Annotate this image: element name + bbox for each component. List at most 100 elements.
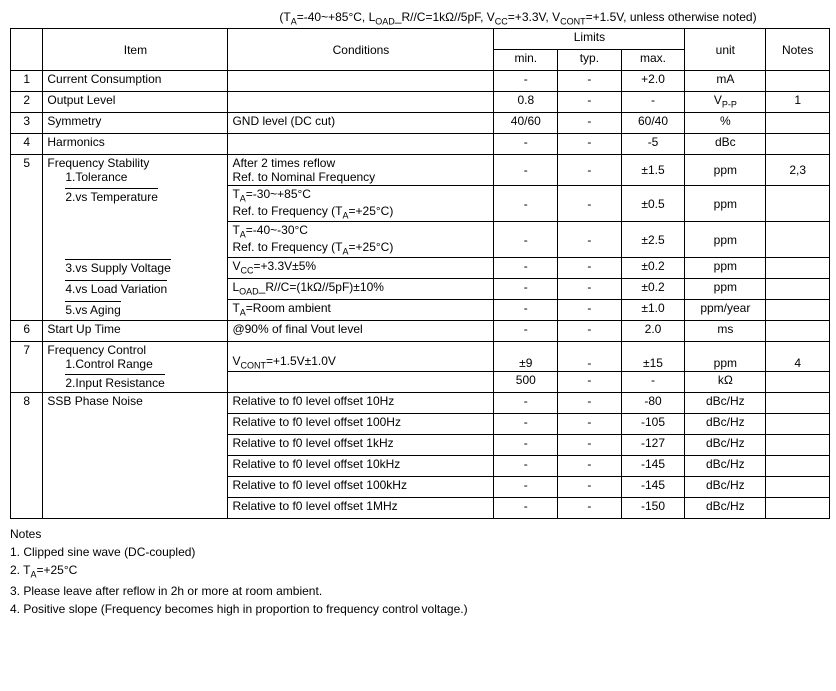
cell-cond: Relative to f0 level offset 1MHz	[228, 498, 494, 519]
cell-typ: -	[558, 155, 622, 186]
cell-min: -	[494, 393, 558, 414]
row-title: Frequency Stability 1.Tolerance	[43, 155, 228, 186]
table-row: 1Current Consumption--+2.0mA	[11, 71, 830, 92]
row-7-sub2: 2.Input Resistance 500 - - kΩ	[11, 372, 830, 393]
cell-typ: -	[558, 134, 622, 155]
cell-notes: 2,3	[766, 155, 830, 186]
col-max: max.	[621, 50, 685, 71]
cell-notes	[766, 393, 830, 414]
cell-notes	[766, 320, 830, 341]
row-5-sub5: 5.vs Aging TA=Room ambient - - ±1.0 ppm/…	[11, 299, 830, 320]
cell-max: +2.0	[621, 71, 685, 92]
cell-notes	[766, 435, 830, 456]
cell-unit: ppm	[685, 257, 766, 278]
cell-typ: -	[558, 299, 622, 320]
cell-unit: ppm	[685, 222, 766, 258]
cell-cond: GND level (DC cut)	[228, 113, 494, 134]
cell-unit: mA	[685, 71, 766, 92]
cell-cond: Relative to f0 level offset 100kHz	[228, 477, 494, 498]
sub-label: 1.Tolerance	[47, 170, 127, 184]
cell-item: 2.vs Temperature	[43, 186, 228, 258]
cell-max: 60/40	[621, 113, 685, 134]
col-min: min.	[494, 50, 558, 71]
cell-typ: -	[558, 456, 622, 477]
cell-unit: ppm	[685, 155, 766, 186]
cell-min: -	[494, 257, 558, 278]
sub-label: 1.Control Range	[47, 357, 152, 371]
sub-label: 2.Input Resistance	[65, 374, 164, 390]
cell-typ: -	[558, 92, 622, 113]
cell-typ: -	[558, 186, 622, 222]
cell-cond: LOAD_R//C=(1kΩ//5pF)±10%	[228, 278, 494, 299]
note-line: 1. Clipped sine wave (DC-coupled)	[10, 545, 836, 559]
cell-unit: dBc/Hz	[685, 435, 766, 456]
cell-min: -	[494, 320, 558, 341]
cell-typ: -	[558, 113, 622, 134]
cell-cond: TA=Room ambient	[228, 299, 494, 320]
cell-notes	[766, 186, 830, 222]
cell-notes	[766, 456, 830, 477]
cell-notes	[766, 257, 830, 278]
sub-label: 2.vs Temperature	[65, 188, 158, 204]
row-idx: 8	[11, 393, 43, 519]
cell-min: 500	[494, 372, 558, 393]
cell-max: ±0.5	[621, 186, 685, 222]
cell-min: -	[494, 498, 558, 519]
cell-notes: 4	[766, 341, 830, 372]
cell-unit: ppm/year	[685, 299, 766, 320]
col-unit: unit	[685, 29, 766, 71]
notes-title: Notes	[10, 527, 836, 541]
cell-cond: TA=-40~-30°CRef. to Frequency (TA=+25°C)	[228, 222, 494, 258]
cell-max: -127	[621, 435, 685, 456]
cell-notes	[766, 414, 830, 435]
cell-max: -5	[621, 134, 685, 155]
cell-notes	[766, 113, 830, 134]
cell-max: -	[621, 372, 685, 393]
notes-block: Notes 1. Clipped sine wave (DC-coupled) …	[10, 527, 836, 615]
cell-max: ±1.5	[621, 155, 685, 186]
cell-unit: dBc/Hz	[685, 414, 766, 435]
cell-cond: Relative to f0 level offset 10Hz	[228, 393, 494, 414]
cell-notes	[766, 498, 830, 519]
cell-unit: %	[685, 113, 766, 134]
cell-cond: @90% of final Vout level	[228, 320, 494, 341]
cell-max: -145	[621, 456, 685, 477]
cell-item: Current Consumption	[43, 71, 228, 92]
cell-unit: VP-P	[685, 92, 766, 113]
row-8-sub: 8SSB Phase NoiseRelative to f0 level off…	[11, 393, 830, 414]
row-idx: 2	[11, 92, 43, 113]
cell-typ: -	[558, 71, 622, 92]
cell-unit: dBc/Hz	[685, 477, 766, 498]
sub-label: 3.vs Supply Voltage	[65, 259, 170, 275]
header-row-1: Item Conditions Limits unit Notes	[11, 29, 830, 50]
row-6: 6 Start Up Time @90% of final Vout level…	[11, 320, 830, 341]
row-5-title-sub1: 5 Frequency Stability 1.Tolerance After …	[11, 155, 830, 186]
cell-unit: kΩ	[685, 372, 766, 393]
table-row: 2Output Level0.8--VP-P1	[11, 92, 830, 113]
cell-item: Symmetry	[43, 113, 228, 134]
cell-unit: dBc	[685, 134, 766, 155]
cell-notes	[766, 222, 830, 258]
cell-unit: ppm	[685, 186, 766, 222]
row-idx: 3	[11, 113, 43, 134]
cell-item: Frequency Control 1.Control Range	[43, 341, 228, 372]
cell-notes	[766, 477, 830, 498]
table-row: 4Harmonics---5dBc	[11, 134, 830, 155]
sub-label: 4.vs Load Variation	[65, 280, 167, 296]
cell-cond	[228, 71, 494, 92]
cell-min: -	[494, 414, 558, 435]
cell-item: Output Level	[43, 92, 228, 113]
note-line: 3. Please leave after reflow in 2h or mo…	[10, 584, 836, 598]
cell-text: Frequency Stability	[47, 156, 149, 170]
cell-max: -150	[621, 498, 685, 519]
cell-min: 0.8	[494, 92, 558, 113]
cell-cond: TA=-30~+85°CRef. to Frequency (TA=+25°C)	[228, 186, 494, 222]
cell-cond: Relative to f0 level offset 1kHz	[228, 435, 494, 456]
cell-item: 4.vs Load Variation	[43, 278, 228, 299]
cell-cond: Relative to f0 level offset 100Hz	[228, 414, 494, 435]
cell-max: ±2.5	[621, 222, 685, 258]
cell-max: ±0.2	[621, 257, 685, 278]
cell-item: 2.Input Resistance	[43, 372, 228, 393]
cell-max: -145	[621, 477, 685, 498]
cell-typ: -	[558, 278, 622, 299]
